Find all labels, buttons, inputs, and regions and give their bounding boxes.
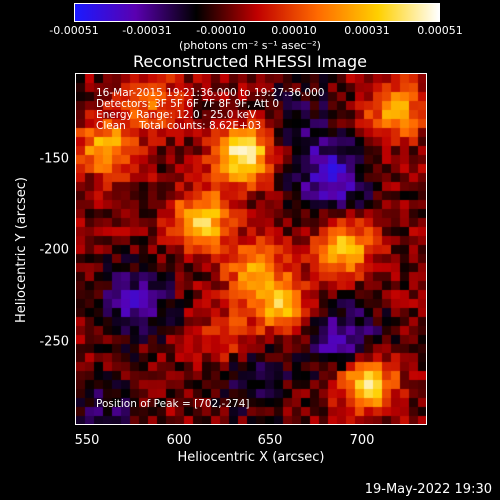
chart-title: Reconstructed RHESSI Image xyxy=(133,52,367,71)
annotation-time: 16-Mar-2015 19:21:36.000 to 19:27:36.000 xyxy=(96,87,325,99)
annotation-detectors: Detectors: 3F 5F 6F 7F 8F 9F, Att 0 xyxy=(96,98,280,110)
x-axis-label: Heliocentric X (arcsec) xyxy=(177,450,325,465)
annotation-clean: Clean Total counts: 8.62E+03 xyxy=(96,120,262,132)
x-tick-label: 600 xyxy=(166,433,192,448)
colorbar-units: (photons cm⁻² s⁻¹ asec⁻²) xyxy=(179,39,321,52)
colorbar-tick: -0.00051 xyxy=(49,24,99,37)
heatmap-image xyxy=(76,74,426,424)
colorbar-tick: -0.00031 xyxy=(122,24,172,37)
annotation-peak: Position of Peak = [702,-274] xyxy=(96,398,250,410)
y-axis-label: Heliocentric Y (arcsec) xyxy=(14,177,29,323)
x-tick-label: 650 xyxy=(257,433,283,448)
timestamp: 19-May-2022 19:30 xyxy=(364,482,492,497)
colorbar xyxy=(74,3,440,22)
colorbar-tick: -0.00010 xyxy=(196,24,246,37)
x-tick-label: 550 xyxy=(74,433,100,448)
colorbar-tick: 0.00051 xyxy=(417,24,463,37)
annotation-energy: Energy Range: 12.0 - 25.0 keV xyxy=(96,109,257,121)
x-tick-label: 700 xyxy=(349,433,375,448)
colorbar-tick: 0.00010 xyxy=(271,24,317,37)
y-tick-label: -250 xyxy=(39,334,69,350)
y-tick-label: -150 xyxy=(39,151,69,167)
plot-area: 16-Mar-2015 19:21:36.000 to 19:27:36.000… xyxy=(75,73,427,425)
y-tick-label: -200 xyxy=(39,242,69,258)
colorbar-tick: 0.00031 xyxy=(344,24,390,37)
